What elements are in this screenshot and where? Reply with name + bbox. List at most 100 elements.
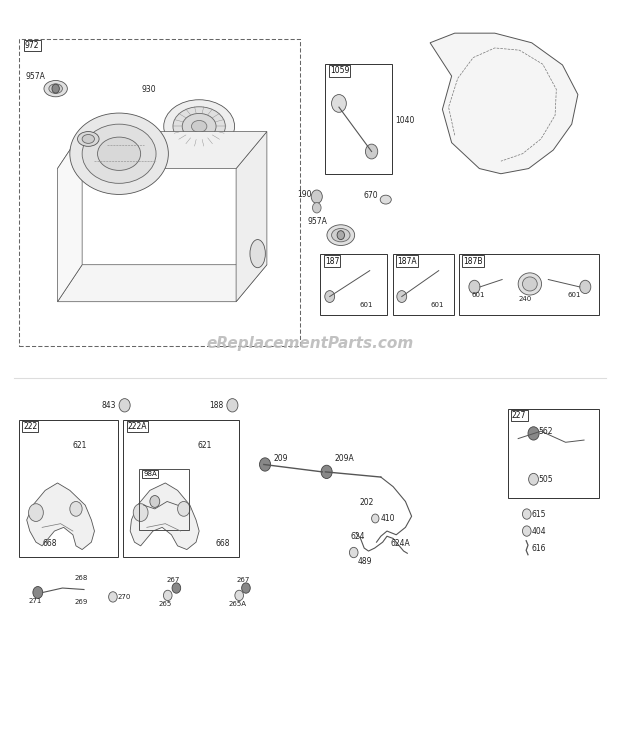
Text: 187A: 187A — [397, 257, 417, 266]
Text: 601: 601 — [359, 302, 373, 308]
Ellipse shape — [173, 107, 225, 146]
Ellipse shape — [523, 277, 538, 291]
Bar — [19, 420, 118, 557]
Text: 505: 505 — [539, 475, 553, 484]
Ellipse shape — [332, 228, 350, 242]
Circle shape — [52, 84, 60, 93]
Text: 187B: 187B — [463, 257, 483, 266]
Text: 957A: 957A — [25, 71, 45, 80]
Text: 404: 404 — [532, 527, 546, 536]
Ellipse shape — [49, 84, 63, 94]
Text: 271: 271 — [29, 598, 42, 604]
Circle shape — [172, 583, 180, 593]
Bar — [392, 254, 454, 315]
Text: 668: 668 — [42, 539, 56, 548]
Text: 621: 621 — [73, 441, 87, 450]
Text: 601: 601 — [567, 292, 581, 298]
Circle shape — [29, 504, 43, 522]
Circle shape — [350, 548, 358, 558]
Circle shape — [397, 291, 407, 303]
Ellipse shape — [82, 124, 156, 183]
Text: 1040: 1040 — [396, 116, 415, 125]
Text: 209: 209 — [273, 454, 288, 463]
Circle shape — [260, 458, 270, 471]
Ellipse shape — [44, 80, 68, 97]
Text: 562: 562 — [539, 427, 553, 436]
Ellipse shape — [250, 240, 265, 268]
Text: 188: 188 — [210, 401, 224, 410]
Text: 265: 265 — [159, 600, 172, 606]
Text: 209A: 209A — [335, 454, 355, 463]
Text: 843: 843 — [102, 401, 116, 410]
Polygon shape — [58, 132, 267, 169]
Circle shape — [227, 399, 238, 412]
Text: 190: 190 — [298, 190, 312, 199]
Ellipse shape — [97, 137, 141, 170]
Bar — [459, 254, 600, 315]
Bar — [508, 409, 599, 498]
Polygon shape — [27, 483, 94, 550]
Ellipse shape — [164, 100, 234, 153]
Bar — [326, 64, 392, 174]
Text: 222A: 222A — [128, 423, 147, 432]
Polygon shape — [430, 33, 578, 174]
Text: 265A: 265A — [228, 600, 246, 606]
Ellipse shape — [82, 135, 94, 144]
Text: 615: 615 — [532, 510, 546, 519]
Text: 624A: 624A — [390, 539, 410, 548]
Bar — [19, 39, 299, 346]
Circle shape — [365, 144, 378, 159]
Text: 972: 972 — [25, 42, 39, 51]
Circle shape — [332, 94, 347, 112]
Text: 227: 227 — [512, 411, 526, 420]
Circle shape — [150, 496, 160, 507]
Bar — [123, 420, 239, 557]
Circle shape — [235, 590, 244, 600]
Circle shape — [337, 231, 345, 240]
Ellipse shape — [70, 113, 169, 194]
Text: eReplacementParts.com: eReplacementParts.com — [206, 336, 414, 351]
Text: 269: 269 — [74, 599, 87, 605]
Circle shape — [371, 514, 379, 523]
Text: 930: 930 — [141, 85, 156, 94]
Circle shape — [164, 590, 172, 600]
Text: 202: 202 — [360, 498, 374, 507]
Text: 267: 267 — [167, 577, 180, 583]
Text: 621: 621 — [197, 441, 211, 450]
Text: 187: 187 — [325, 257, 339, 266]
Ellipse shape — [78, 132, 99, 147]
Circle shape — [242, 583, 250, 593]
Polygon shape — [58, 265, 267, 302]
Text: 1059: 1059 — [330, 66, 349, 75]
Text: 601: 601 — [431, 302, 444, 308]
Ellipse shape — [518, 273, 541, 295]
Circle shape — [529, 473, 539, 485]
Polygon shape — [130, 483, 199, 550]
Circle shape — [325, 291, 335, 303]
Text: 489: 489 — [357, 557, 372, 566]
Text: 668: 668 — [216, 539, 230, 548]
Text: 957A: 957A — [308, 217, 327, 226]
Text: 670: 670 — [364, 191, 378, 200]
Text: 270: 270 — [118, 594, 131, 600]
Text: 267: 267 — [236, 577, 249, 583]
Circle shape — [311, 190, 322, 203]
Circle shape — [523, 509, 531, 519]
Text: 268: 268 — [74, 574, 87, 580]
Text: 410: 410 — [380, 514, 395, 523]
Circle shape — [33, 586, 43, 598]
Circle shape — [580, 280, 591, 294]
Circle shape — [469, 280, 480, 294]
Circle shape — [108, 591, 117, 602]
Circle shape — [312, 202, 321, 213]
Circle shape — [70, 501, 82, 516]
Polygon shape — [58, 132, 82, 302]
Text: 222: 222 — [23, 423, 37, 432]
Text: 98A: 98A — [143, 471, 157, 477]
Text: 616: 616 — [532, 544, 546, 553]
Polygon shape — [236, 132, 267, 302]
Ellipse shape — [380, 195, 391, 204]
Text: 601: 601 — [471, 292, 485, 298]
Circle shape — [321, 465, 332, 478]
Circle shape — [133, 504, 148, 522]
